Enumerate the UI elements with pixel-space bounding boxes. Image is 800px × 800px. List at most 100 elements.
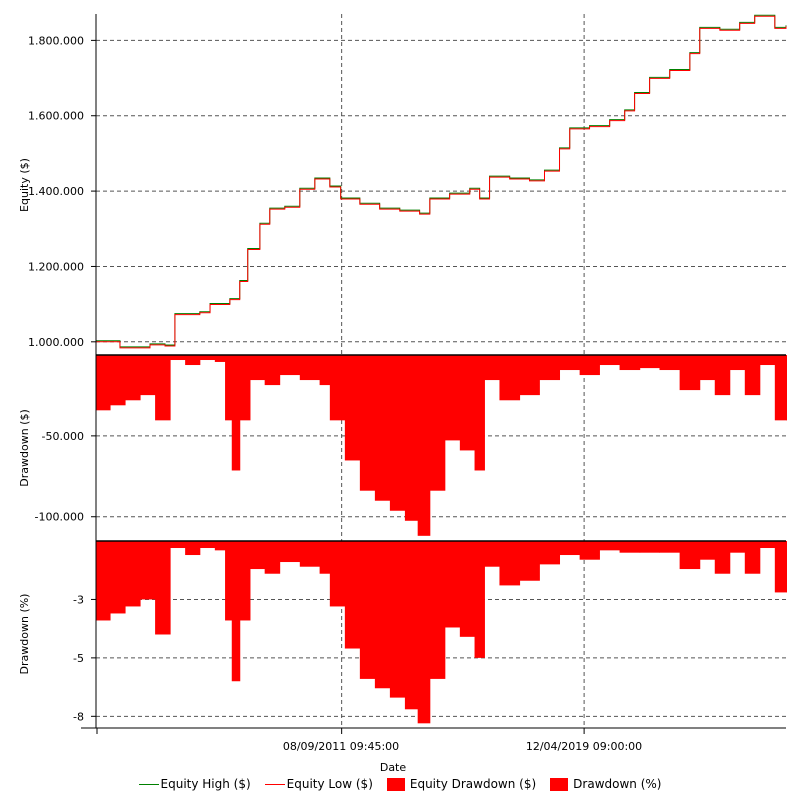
drawdown-dollar-bar [474,355,485,471]
drawdown-dollar-bar [359,355,376,491]
drawdown-dollar-bar [639,355,660,369]
drawdown-percent-bar [299,541,321,567]
drawdown-dollar-bar [519,355,540,396]
drawdown-dollar-bar [729,355,746,371]
drawdown-dollar-bar [96,355,111,411]
drawdown-percent-bar [699,541,716,560]
equity-low-line [96,15,787,349]
drawdown-percent-bar [744,541,761,574]
drawdown-dollar-bar [199,355,216,361]
drawdown-percent-bar [329,541,346,607]
drawdown-dollar-bar [417,355,431,536]
drawdown-percent-bar [714,541,731,574]
drawdown-dollar-bar [155,355,171,421]
legend-item-equity-low[interactable]: Equity Low ($) [264,777,373,791]
drawdown-percent-bar [429,541,446,679]
drawdown-dollar-bar [140,355,156,396]
y-tick-label: -100.000 [35,511,84,524]
y-tick-label: 1.800.000 [28,34,84,47]
drawdown-percent-bar [499,541,521,586]
drawdown-dollar-bar [319,355,331,386]
drawdown-dollar-bar [214,355,226,362]
drawdown-percent-series [96,541,787,724]
legend-label: Drawdown (%) [573,777,662,791]
drawdown-dollar-bar [329,355,346,421]
drawdown-percent-bar [679,541,701,570]
x-tick-label-1: 12/04/2019 09:00:00 [526,740,642,753]
drawdown-dollar-bar [125,355,141,401]
y-axis-label-drawdown-dollar: Drawdown ($) [18,409,31,487]
drawdown-percent-bar [729,541,746,553]
drawdown-dollar-bar [759,355,776,366]
drawdown-percent-bar [344,541,361,649]
drawdown-percent-bar [214,541,226,551]
y-tick-label: 1.600.000 [28,110,84,123]
red-area-swatch-icon [386,777,405,791]
drawdown-dollar-bar [459,355,476,451]
drawdown-percent-bar [225,541,233,621]
drawdown-percent-bar [239,541,251,621]
drawdown-dollar-bar [659,355,681,371]
drawdown-dollar-bar [225,355,233,421]
drawdown-dollar-series [96,355,787,536]
y-axis-label-drawdown-percent: Drawdown (%) [18,594,31,675]
drawdown-percent-bar [619,541,641,553]
drawdown-dollar-bar [744,355,761,396]
drawdown-percent-bar [774,541,787,593]
drawdown-percent-bar [231,541,241,682]
legend-item-equity-drawdown[interactable]: Equity Drawdown ($) [386,777,536,791]
drawdown-percent-bar [459,541,476,637]
legend-label: Equity Low ($) [286,777,373,791]
drawdown-dollar-bar [231,355,241,471]
drawdown-dollar-bar [559,355,581,371]
drawdown-percent-bar [639,541,660,553]
drawdown-dollar-bar [444,355,461,441]
drawdown-dollar-bar [374,355,391,501]
legend-item-drawdown-percent[interactable]: Drawdown (%) [550,777,661,791]
drawdown-percent-bar [359,541,376,679]
drawdown-percent-bar [374,541,391,689]
drawdown-dollar-bar [539,355,561,381]
drawdown-percent-bar [96,541,111,621]
y-tick-label: -8 [73,710,84,723]
drawdown-percent-bar [759,541,776,549]
legend-label: Equity High ($) [160,777,251,791]
drawdown-dollar-bar [389,355,406,511]
drawdown-percent-bar [444,541,461,628]
drawdown-dollar-bar [239,355,251,421]
equity-series [96,14,787,349]
drawdown-dollar-bar [484,355,500,381]
legend-item-equity-high[interactable]: Equity High ($) [138,777,251,791]
drawdown-dollar-bar [344,355,361,461]
drawdown-percent-bar [484,541,500,567]
equity-high-line [96,14,787,348]
drawdown-percent-bar [579,541,600,560]
drawdown-dollar-bar [619,355,641,371]
red-area-swatch-icon [550,777,569,791]
drawdown-dollar-bar [499,355,521,401]
drawdown-percent-bar [125,541,141,607]
y-axis-label-equity: Equity ($) [18,158,31,212]
drawdown-percent-bar [110,541,126,614]
drawdown-dollar-bar [185,355,201,366]
drawdown-dollar-bar [714,355,731,396]
drawdown-percent-bar [279,541,301,563]
drawdown-dollar-bar [579,355,600,376]
drawdown-dollar-bar [299,355,321,381]
drawdown-dollar-bar [429,355,446,491]
drawdown-percent-bar [539,541,561,565]
x-axis-label: Date [380,761,407,774]
y-tick-label: -50.000 [42,430,84,443]
drawdown-dollar-bar [264,355,281,386]
drawdown-percent-bar [659,541,681,553]
y-tick-label: 1.200.000 [28,260,84,273]
drawdown-dollar-bar [279,355,301,376]
x-tick-label-0: 08/09/2011 09:45:00 [283,740,399,753]
drawdown-percent-bar [264,541,281,574]
drawdown-percent-bar [519,541,540,581]
y-tick-label: -3 [73,593,84,606]
drawdown-dollar-bar [699,355,716,381]
y-tick-label: 1.000.000 [28,336,84,349]
drawdown-dollar-bar [774,355,787,421]
